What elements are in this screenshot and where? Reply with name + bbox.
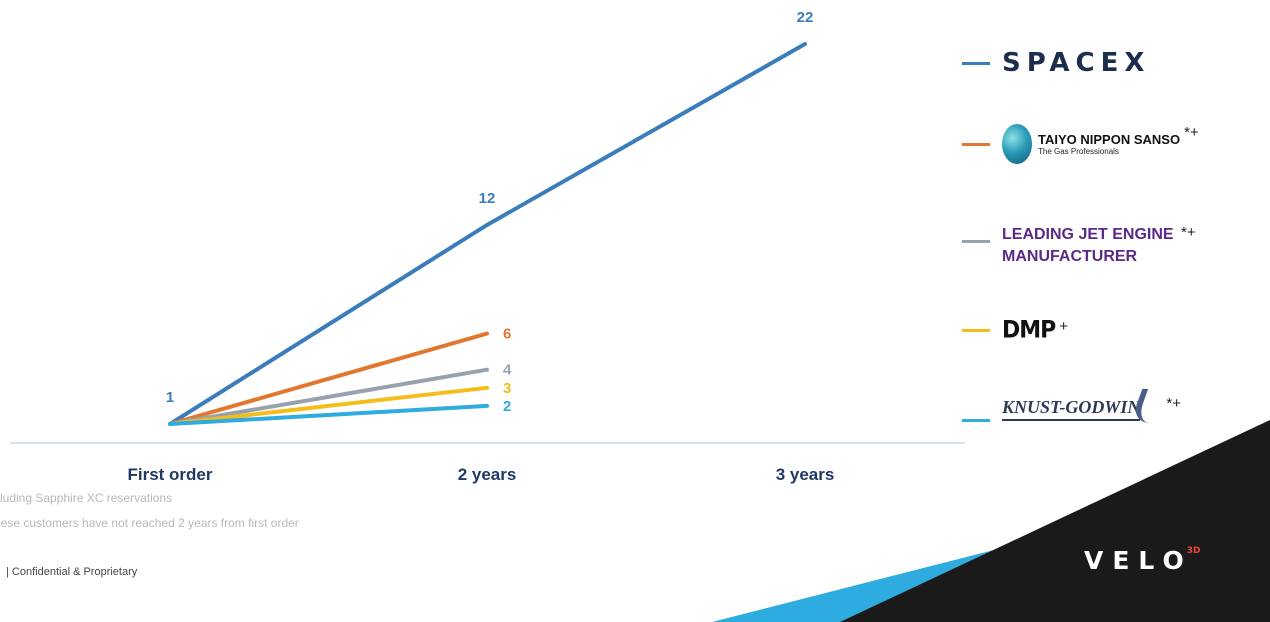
legend-swatch-knust [962,418,990,422]
legend-item-jet-engine: LEADING JET ENGINE MANUFACTURER *+ [962,224,1196,268]
legend-swatch-spacex [962,61,990,65]
data-label: 3 [503,380,511,397]
jet-engine-label: LEADING JET ENGINE MANUFACTURER [1002,226,1174,265]
dmp-logo: DMP [1002,316,1056,345]
spacex-logo: SPACEX [1002,48,1151,78]
data-label: 6 [503,326,511,343]
series-group [168,42,807,426]
confidential-label: | Confidential & Proprietary [6,566,138,578]
data-label: 4 [503,362,512,379]
data-label: 1 [166,389,174,406]
footnote-1: cluding Sapphire XC reservations [0,491,173,505]
legend-swatch-jet [962,240,990,243]
series-line-3 [168,385,489,426]
data-label: 2 [503,398,511,415]
taiyo-tagline: The Gas Professionals [1038,147,1119,156]
dmp-mark: + [1059,318,1069,335]
taiyo-mark: *+ [1184,124,1199,141]
category-label: 2 years [458,465,517,484]
category-label-group: First order 2 years 3 years [127,465,834,484]
legend-item-taiyo: TAIYO NIPPON SANSO The Gas Professionals… [962,124,1199,164]
legend-swatch-taiyo [962,142,990,146]
series-line-2 [168,367,489,426]
velo-brand: VELO [1084,546,1193,575]
series-line-1 [168,331,489,426]
legend-swatch-dmp [962,329,990,332]
velo3d-logo: VELO3D [1084,546,1200,575]
knust-mark: *+ [1166,395,1181,412]
category-label: First order [127,465,212,484]
category-label: 3 years [776,465,835,484]
banner-dark-triangle [840,420,1270,622]
legend-item-knust: KNUST-GODWIN *+ [962,389,1181,423]
series-line-4 [168,403,489,426]
data-label: 12 [479,190,496,207]
series-line-0 [168,42,807,426]
data-label-group: 1 12 22 6 432 [166,9,814,415]
taiyo-logo-text: TAIYO NIPPON SANSO The Gas Professionals [1038,132,1180,156]
taiyo-name: TAIYO NIPPON SANSO [1038,132,1181,147]
globe-logo-icon [1002,124,1032,164]
velo-brand-sup: 3D [1186,546,1201,556]
legend-item-dmp: DMP + [962,316,1069,345]
data-label: 22 [797,9,814,26]
knust-godwin-logo: KNUST-GODWIN [1002,397,1141,421]
legend-item-spacex: SPACEX [962,48,1150,78]
footnote-2: hese customers have not reached 2 years … [0,516,299,530]
jet-mark: *+ [1181,224,1196,241]
